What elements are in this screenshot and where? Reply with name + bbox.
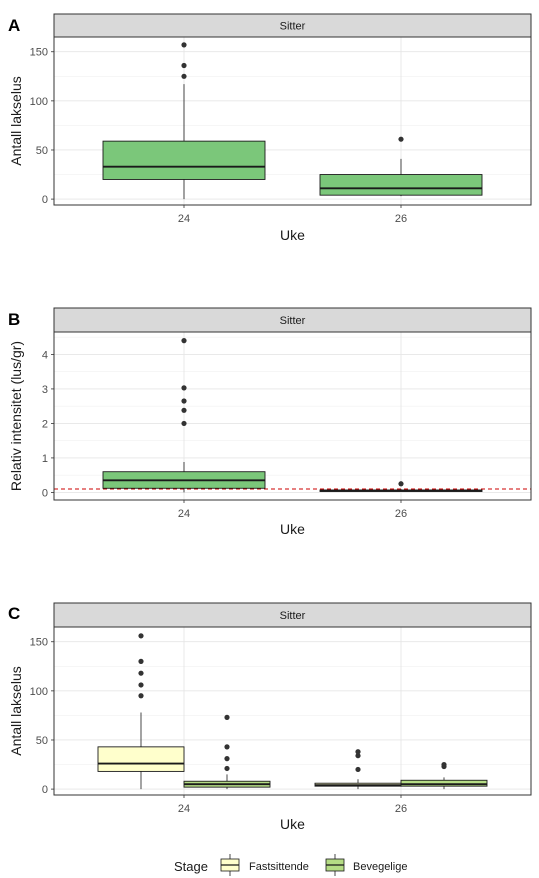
box-24 [102,338,266,493]
panel-a: A Sitter 0 50 100 150 24 26 Uke Antall lakselus [8,13,532,243]
y-tick-label: 4 [42,349,48,361]
outlier-point [224,765,230,772]
legend-label: Bevegelige [353,861,407,873]
box-body [319,174,483,196]
facet-strip [53,307,532,333]
legend-key-fastsittende [220,854,240,876]
panel-border [53,36,532,206]
outlier-point [224,756,230,762]
y-tick-label: 100 [30,96,48,108]
x-axis-title: Uke [280,227,305,243]
box-24-bevegelige [183,714,271,790]
x-axis-title: Uke [280,816,305,832]
y-tick-label: 3 [42,384,48,396]
x-axis-title: Uke [280,521,305,537]
outlier-point [355,753,361,759]
x-tick-label: 24 [178,508,190,520]
panel-c: C Sitter 0 50 100 150 24 26 Uke Antall lakselus St… [8,602,532,876]
legend-title: Stage [174,859,208,874]
box-26-bevegelige [400,761,488,790]
outlier-point [138,693,144,699]
outlier-point [398,136,404,142]
y-axis-title: Relativ intensitet (lus/gr) [8,341,24,491]
panel-border [53,626,532,796]
y-tick-label: 2 [42,418,48,430]
y-tick-label: 100 [30,686,48,698]
y-tick-label: 150 [30,47,48,59]
outlier-point [181,407,187,413]
outlier-point [181,42,187,48]
box-26 [319,136,483,197]
outlier-point [355,749,361,755]
outlier-point [355,766,361,773]
box-body [102,140,266,180]
y-tick-label: 0 [42,194,48,206]
outlier-point [181,338,187,344]
box-body [400,779,488,787]
panel-b: B Sitter 0 1 2 3 4 24 26 Uke Relativ intensitet (l… [8,307,532,537]
y-tick-label: 0 [42,784,48,796]
outlier-point [138,670,144,676]
outlier-point [181,73,187,79]
outlier-point [398,481,404,487]
y-tick-label: 1 [42,453,48,465]
y-tick-label: 50 [36,145,48,157]
outlier-point [181,420,187,427]
outlier-point [181,62,187,69]
outlier-point [181,398,187,404]
y-axis-title: Antall lakselus [8,666,24,756]
y-tick-label: 50 [36,735,48,747]
outlier-point [181,385,187,391]
facet-label: Sitter [280,21,306,33]
outlier-point [441,761,447,768]
x-tick-label: 24 [178,803,190,815]
panel-tag-b: B [8,310,20,329]
box-body [97,746,185,772]
outlier-point [224,744,230,750]
box-26 [319,481,483,492]
x-tick-label: 26 [395,508,407,520]
panel-border [53,331,532,501]
x-tick-label: 26 [395,803,407,815]
y-tick-label: 150 [30,637,48,649]
panel-tag-c: C [8,604,20,623]
box-24 [102,42,266,200]
y-axis-title: Antall lakselus [8,76,24,166]
legend: Stage Fastsittende Bevegelige [174,854,407,876]
box-24-fastsittende [97,633,185,790]
outlier-point [138,682,144,688]
panel-tag-a: A [8,16,20,35]
x-tick-label: 26 [395,213,407,225]
outlier-point [138,633,144,639]
x-tick-label: 24 [178,213,190,225]
legend-key-bevegelige [325,854,345,876]
outlier-point [224,714,230,720]
outlier-point [138,658,144,664]
y-tick-label: 0 [42,487,48,499]
facet-label: Sitter [280,610,306,622]
legend-label: Fastsittende [249,861,309,873]
facet-label: Sitter [280,315,306,327]
facet-strip [53,602,532,628]
